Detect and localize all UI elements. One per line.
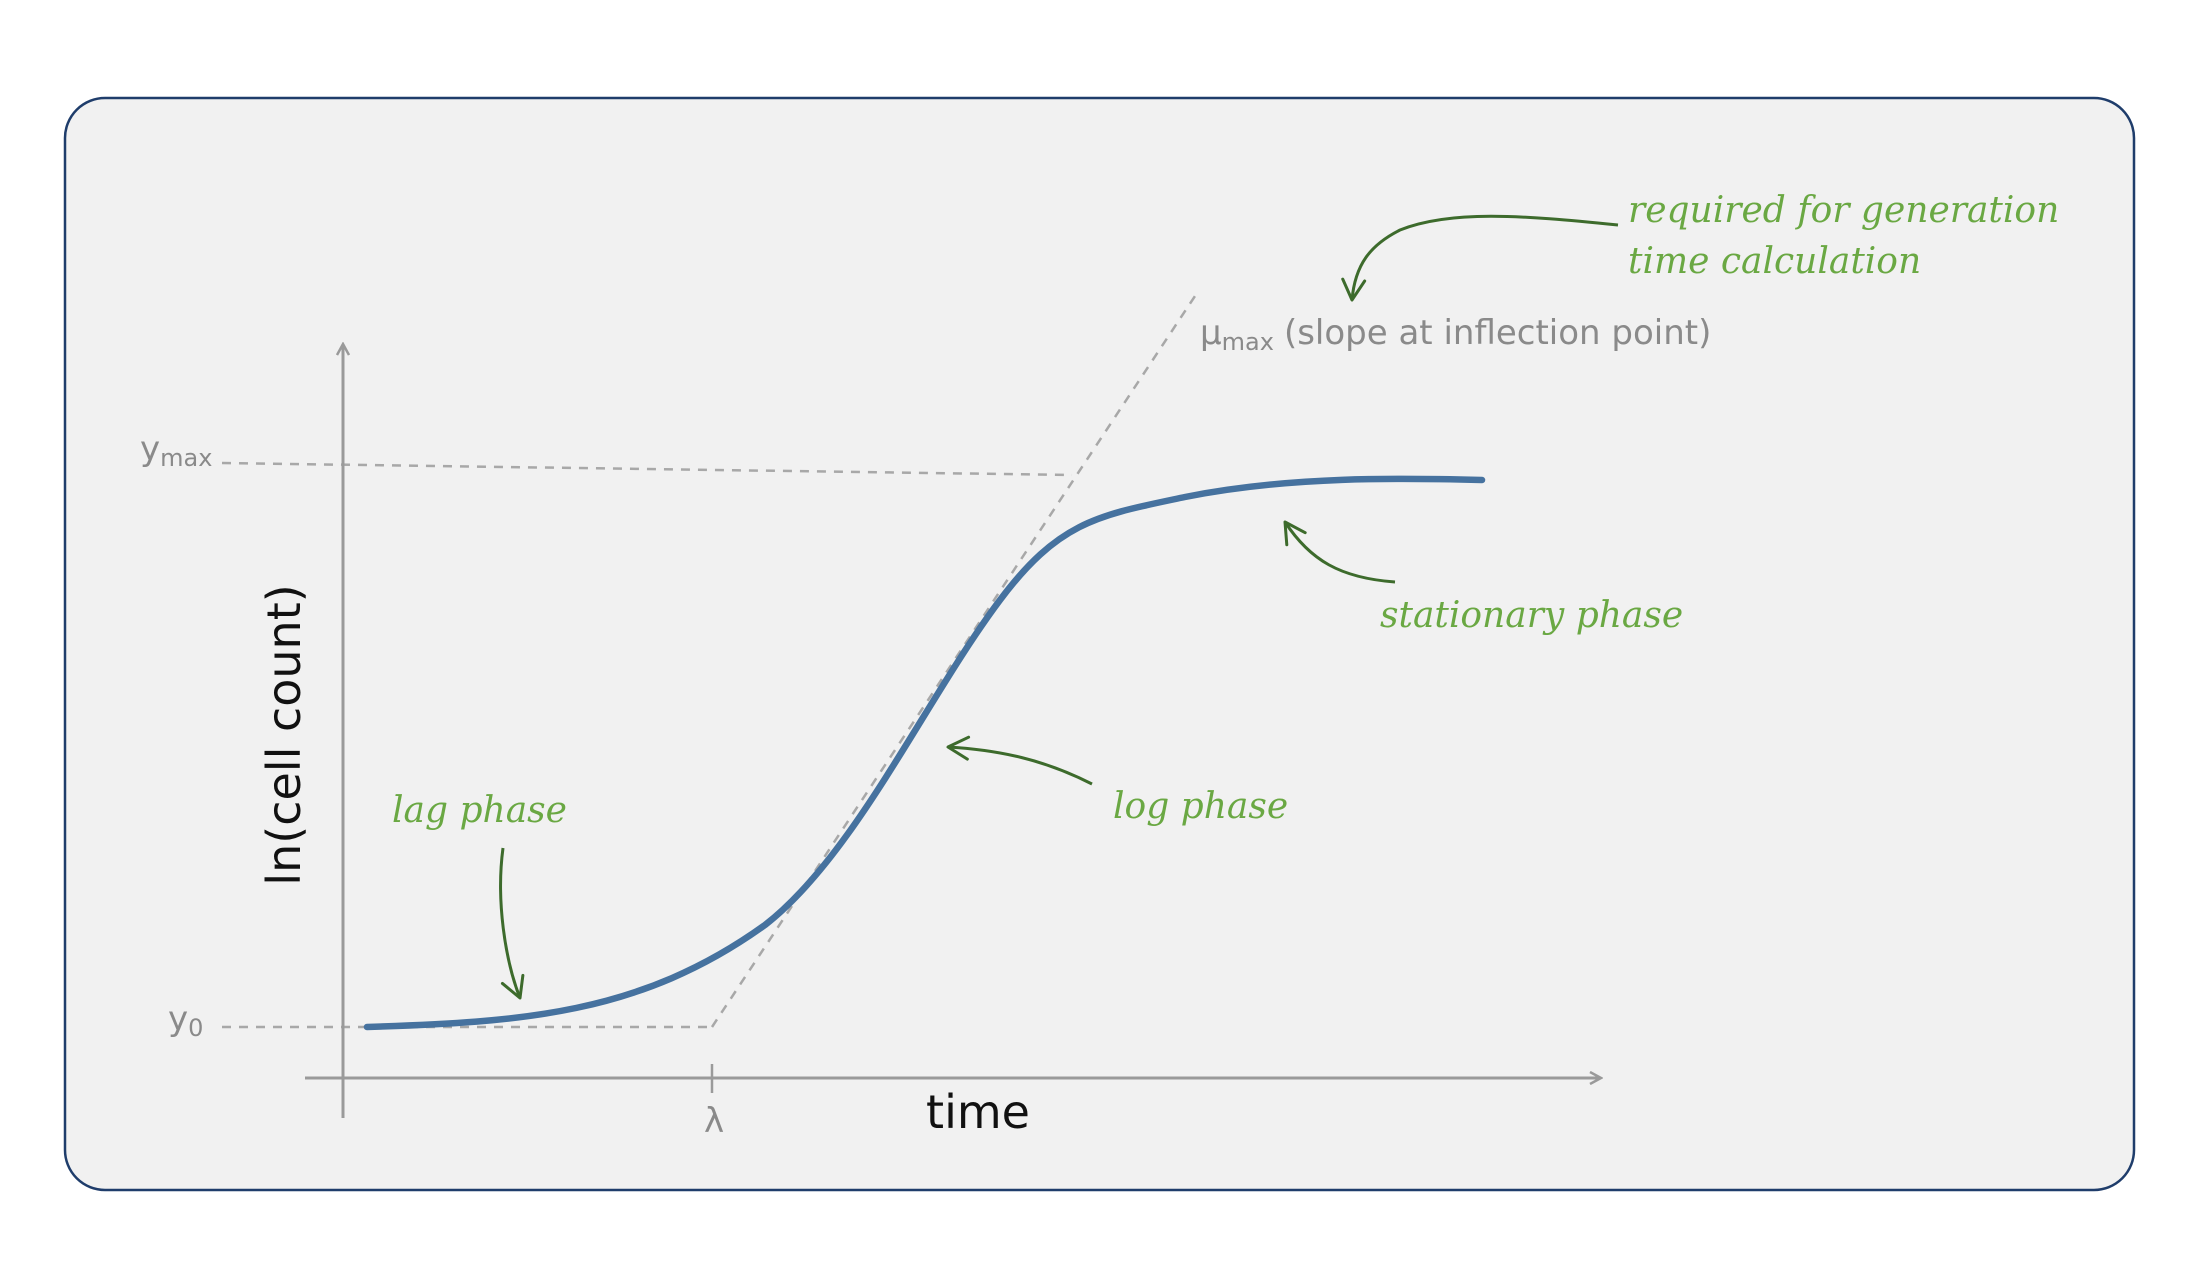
required-arrow	[1341, 214, 1619, 302]
y-axis-title: ln(cell count)	[257, 584, 311, 885]
ymax-label: ymax	[140, 429, 212, 472]
panel-background	[63, 96, 2136, 1192]
lag-arrow	[499, 847, 525, 1000]
annotation-log: log phase	[1113, 786, 1288, 827]
lambda-label: λ	[704, 1101, 724, 1141]
annotation-required-line1: required for generation	[1628, 190, 2059, 231]
y0-label: y0	[168, 999, 203, 1042]
ymax-guide-line	[221, 461, 1073, 477]
annotation-required-line2: time calculation	[1628, 241, 1921, 282]
log-arrow	[946, 735, 1093, 786]
mumax-label: μmax (slope at inflection point)	[1200, 313, 1711, 356]
growth-curve	[363, 475, 1486, 1031]
x-axis-title: time	[926, 1085, 1030, 1139]
annotation-stationary: stationary phase	[1380, 595, 1683, 636]
stationary-arrow	[1283, 520, 1396, 584]
annotation-lag: lag phase	[392, 790, 567, 831]
